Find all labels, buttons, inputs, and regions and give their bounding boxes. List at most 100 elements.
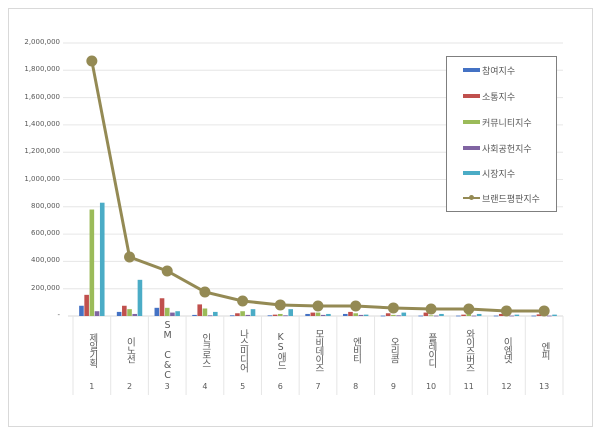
- bar: [509, 315, 514, 317]
- y-tick-label: 600,000: [31, 229, 60, 238]
- y-tick-label: 800,000: [31, 201, 60, 210]
- bar: [315, 312, 321, 316]
- y-tick-label: 1,600,000: [24, 92, 60, 101]
- bar: [391, 314, 396, 316]
- bar: [471, 315, 477, 317]
- bar: [137, 279, 143, 316]
- line-marker: [199, 286, 211, 298]
- bar: [428, 315, 434, 317]
- bar: [164, 307, 170, 316]
- bar: [202, 308, 208, 316]
- bar: [531, 315, 537, 317]
- legend-label: 사회공헌지수: [482, 144, 532, 155]
- y-tick-label: 400,000: [31, 256, 60, 265]
- line-marker: [463, 303, 475, 315]
- bar: [439, 313, 444, 316]
- legend-label: 커뮤니티지수: [482, 118, 532, 129]
- bar: [197, 304, 203, 316]
- legend-label: 참여지수: [482, 66, 516, 77]
- x-category-label: 인크로스: [199, 333, 211, 367]
- bar: [229, 315, 235, 317]
- bar: [466, 313, 472, 316]
- bar: [342, 313, 348, 316]
- bar: [547, 315, 552, 317]
- x-category-label: 이노션: [124, 337, 136, 363]
- x-category-label: KS애드: [275, 331, 287, 369]
- line-marker: [425, 303, 437, 315]
- bar: [235, 313, 240, 316]
- bar: [476, 313, 482, 316]
- x-category-number: 8: [353, 382, 359, 391]
- bar: [207, 315, 213, 317]
- bar: [116, 311, 122, 316]
- bar: [305, 313, 310, 316]
- bar: [175, 311, 180, 316]
- bar: [552, 314, 557, 316]
- y-tick-label: 2,000,000: [24, 38, 60, 46]
- y-tick-label: 1,200,000: [24, 147, 60, 156]
- legend-label: 브랜드평판지수: [482, 194, 540, 205]
- x-category-label: 엔피: [538, 341, 550, 359]
- x-category-label: 플레이디: [425, 333, 437, 367]
- bar: [320, 314, 326, 316]
- bar: [240, 311, 245, 316]
- x-category-number: 9: [390, 382, 396, 391]
- line-marker: [124, 251, 136, 263]
- bar: [154, 307, 160, 316]
- bar: [89, 209, 95, 316]
- bar: [514, 314, 520, 316]
- line-marker: [86, 55, 98, 67]
- bar: [363, 314, 369, 316]
- y-tick-label: 200,000: [31, 283, 60, 292]
- bar: [396, 315, 401, 317]
- line-marker: [312, 300, 324, 312]
- legend-swatch-community: [463, 120, 480, 124]
- bar: [122, 305, 127, 316]
- x-category-label: SM C&C: [162, 320, 174, 380]
- line-marker: [500, 305, 512, 317]
- bar: [423, 312, 429, 316]
- bar: [99, 202, 105, 316]
- bar: [79, 305, 84, 316]
- x-category-number: 6: [277, 382, 283, 391]
- bar: [94, 311, 100, 316]
- bar: [401, 312, 407, 316]
- line-marker: [161, 265, 173, 277]
- bar: [498, 313, 504, 316]
- bar: [272, 314, 278, 316]
- bar: [456, 315, 461, 317]
- y-tick-label: -: [57, 311, 60, 319]
- bar: [245, 314, 251, 316]
- bar: [418, 315, 423, 317]
- bar: [461, 314, 466, 316]
- bar: [353, 313, 358, 316]
- x-category-number: 13: [539, 382, 550, 391]
- legend-item-communication: 소통지수: [463, 89, 515, 103]
- bar: [127, 309, 132, 316]
- bar: [278, 313, 283, 316]
- x-category-number: 1: [89, 382, 95, 391]
- x-category-number: 10: [425, 382, 437, 391]
- bar: [380, 315, 386, 317]
- bar: [358, 314, 364, 316]
- x-category-number: 7: [315, 382, 321, 391]
- bar: [250, 309, 256, 316]
- bar: [385, 313, 391, 316]
- legend-item-social: 사회공헌지수: [463, 141, 532, 155]
- x-category-label: 와이즈버즈: [463, 328, 475, 372]
- x-category-number: 2: [126, 382, 133, 391]
- x-category-label: 제일기획: [86, 333, 98, 367]
- bar: [283, 315, 288, 317]
- x-category-label: 모비데이즈: [312, 328, 324, 372]
- bar: [288, 309, 294, 316]
- line-marker: [387, 302, 399, 314]
- legend-item-participation: 참여지수: [463, 63, 515, 77]
- legend-item-brand-reputation: 브랜드평판지수: [463, 191, 540, 205]
- y-tick-label: 1,000,000: [24, 174, 60, 183]
- line-marker: [538, 305, 550, 317]
- bar: [348, 311, 353, 316]
- bar: [170, 312, 175, 316]
- legend-label: 시장지수: [482, 169, 516, 180]
- bar: [192, 314, 197, 316]
- x-category-label: 오리콤: [388, 337, 400, 363]
